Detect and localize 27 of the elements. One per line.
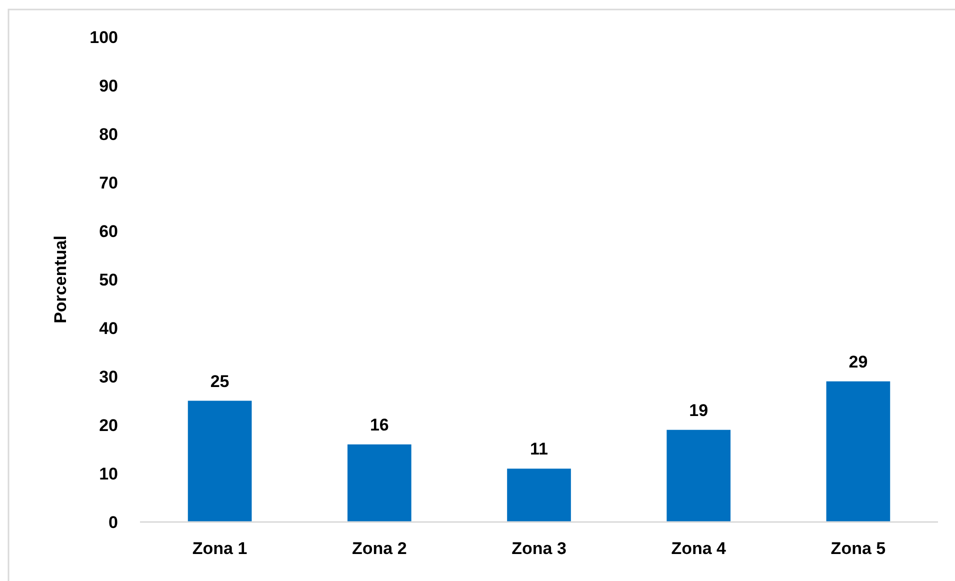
x-tick-label: Zona 1 [192,539,248,558]
data-label: 29 [848,352,868,372]
bar [507,468,571,522]
data-label: 19 [689,400,708,420]
y-tick-label: 80 [99,124,118,144]
data-label: 11 [530,440,548,459]
x-tick-label: Zona 5 [830,539,886,558]
y-tick-label: 20 [99,416,118,435]
data-label: 25 [210,372,230,391]
bar [347,444,412,522]
y-tick-label: 70 [99,173,118,192]
y-tick-label: 40 [99,318,118,338]
y-tick-label: 100 [90,28,118,47]
y-axis-title: Porcentual [51,236,70,324]
data-label: 16 [370,415,389,434]
bar [188,400,252,522]
y-tick-label: 10 [99,464,118,484]
x-tick-label: Zona 4 [671,539,727,558]
x-tick-label: Zona 2 [352,539,407,558]
y-tick-label: 60 [99,222,118,241]
y-tick-label: 50 [99,270,118,290]
y-tick-label: 30 [99,367,118,386]
x-tick-label: Zona 3 [512,539,566,558]
bar [666,430,731,522]
bar [826,381,890,522]
y-tick-label: 0 [108,512,118,532]
y-tick-label: 90 [99,76,118,96]
